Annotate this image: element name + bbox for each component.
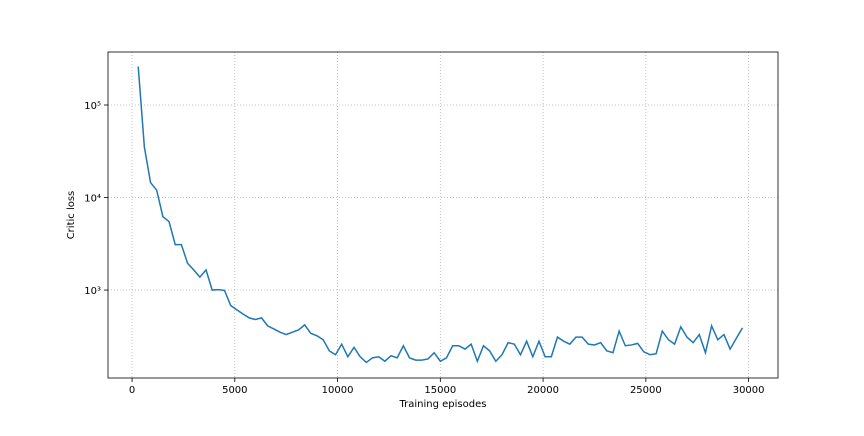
x-tick-label: 30000	[733, 385, 765, 396]
x-tick-label: 15000	[424, 385, 456, 396]
y-tick-label: 10³	[84, 286, 101, 297]
y-tick-label: 10⁵	[84, 101, 101, 112]
x-tick-label: 0	[129, 385, 135, 396]
line-series	[137, 66, 744, 364]
x-axis-label: Training episodes	[399, 399, 487, 410]
x-tick-label: 20000	[527, 385, 559, 396]
x-tick-label: 25000	[630, 385, 662, 396]
x-tick-label: 10000	[322, 385, 354, 396]
y-axis-label: Critic loss	[66, 191, 77, 240]
y-tick-label: 10⁴	[84, 194, 101, 205]
x-tick-label: 5000	[222, 385, 247, 396]
plot-frame	[107, 51, 779, 379]
